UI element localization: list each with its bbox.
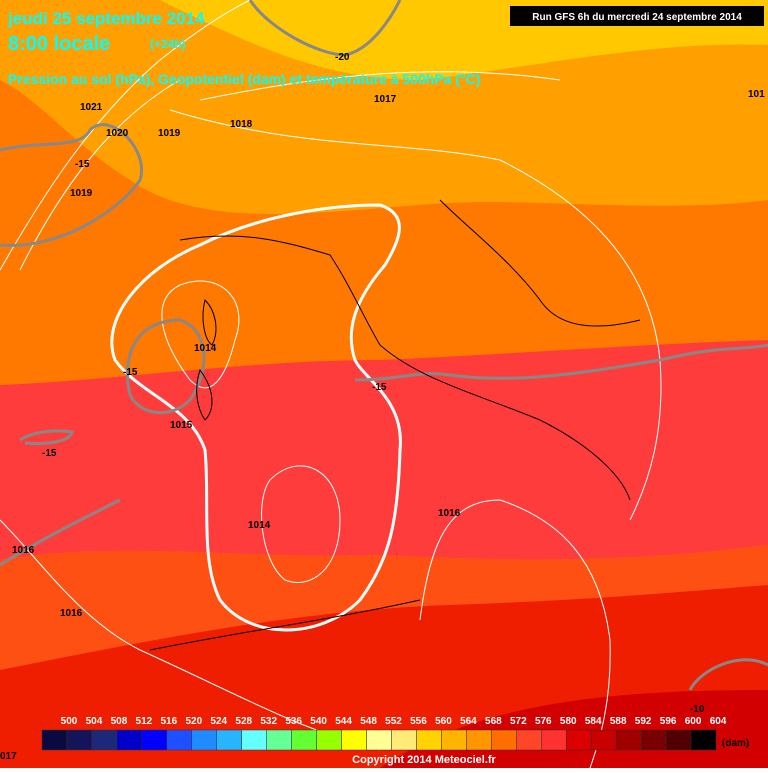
- legend-swatch: [191, 729, 217, 751]
- contour-label: -10: [690, 704, 705, 715]
- legend-label: 604: [710, 716, 727, 727]
- contour-label: 1021: [80, 102, 103, 113]
- offset: (+24h): [150, 37, 186, 51]
- legend-swatch: [366, 729, 392, 751]
- legend-label: 588: [610, 716, 627, 727]
- legend-label: 520: [185, 716, 202, 727]
- legend-label: 500: [61, 716, 78, 727]
- legend-label: 564: [460, 716, 477, 727]
- time: 8:00 locale: [8, 33, 110, 55]
- contour-label: 1015: [170, 420, 193, 431]
- legend-swatch: [615, 729, 642, 751]
- geopotential-contour: [110, 203, 402, 632]
- legend-swatch: [291, 729, 317, 751]
- legend-label: 524: [210, 716, 227, 727]
- legend-label: 580: [560, 716, 577, 727]
- legend-label: 600: [685, 716, 702, 727]
- legend-label: 572: [510, 716, 527, 727]
- legend-swatch: [316, 729, 342, 751]
- legend-label: 544: [335, 716, 352, 727]
- legend-label: 512: [136, 716, 153, 727]
- legend-label: 576: [535, 716, 552, 727]
- legend-swatch: [341, 729, 367, 751]
- legend-label: 568: [485, 716, 502, 727]
- temperature-isotherms: [0, 0, 768, 691]
- contour-label: 017: [0, 751, 17, 762]
- legend-swatch: [541, 729, 567, 751]
- legend-swatch: [690, 729, 717, 751]
- coastlines: [149, 199, 641, 651]
- contour-label: 1016: [60, 608, 83, 619]
- contour-labels: -20 1021 1020 1019 1018 1017 101 -15 1019 1014 -15…: [0, 52, 765, 762]
- legend-swatch: [565, 729, 592, 751]
- legend-label: 508: [111, 716, 128, 727]
- run-info: Run GFS 6h du mercredi 24 septembre 2014: [532, 12, 742, 23]
- title: jeudi 25 septembre 2014: [7, 9, 205, 28]
- legend-swatch: [66, 729, 93, 751]
- legend-label: 560: [435, 716, 452, 727]
- subtitle: Pression au sol (hPa), Geopotentiel (dam…: [8, 71, 480, 87]
- legend-unit: (dam): [722, 738, 749, 749]
- legend-swatch: [665, 729, 692, 751]
- legend-swatch: [166, 729, 193, 751]
- run-box: [510, 6, 764, 26]
- contour-label: 1019: [158, 128, 181, 139]
- legend-swatch: [391, 729, 417, 751]
- legend-swatch: [466, 729, 492, 751]
- contour-label: 1019: [70, 188, 93, 199]
- legend-label: 504: [86, 716, 103, 727]
- legend: 500 504 508 512 516 520 524 528 532 536 540 544 548 5…: [41, 716, 727, 751]
- copyright: Copyright 2014 Meteociel.fr: [352, 754, 496, 766]
- legend-label: 528: [235, 716, 252, 727]
- contour-label: 1016: [438, 508, 461, 519]
- legend-label: 516: [161, 716, 178, 727]
- legend-swatch: [640, 729, 667, 751]
- contour-label: -15: [75, 159, 90, 170]
- isobars: [0, 0, 662, 769]
- legend-swatch: [116, 729, 143, 751]
- legend-label: 536: [285, 716, 302, 727]
- legend-label: 592: [635, 716, 652, 727]
- legend-swatch: [216, 729, 242, 751]
- legend-swatch: [516, 729, 542, 751]
- contour-label: -15: [372, 382, 387, 393]
- contour-label: -15: [42, 448, 57, 459]
- legend-label: 532: [260, 716, 277, 727]
- contour-label: 101: [748, 89, 765, 100]
- contour-label: 1016: [12, 545, 35, 556]
- contour-label: -15: [123, 367, 138, 378]
- legend-swatch: [241, 729, 267, 751]
- contour-label: 1017: [374, 94, 397, 105]
- legend-swatch: [266, 729, 292, 751]
- contour-label: 1020: [106, 128, 129, 139]
- legend-label: 584: [585, 716, 602, 727]
- legend-label: 552: [385, 716, 402, 727]
- contour-label: 1014: [248, 520, 271, 531]
- legend-swatch: [91, 729, 118, 751]
- legend-label: 548: [360, 716, 377, 727]
- legend-swatch: [141, 729, 168, 751]
- contour-label: -20: [335, 52, 350, 63]
- legend-swatch: [441, 729, 467, 751]
- legend-label: 596: [660, 716, 677, 727]
- legend-swatch: [590, 729, 617, 751]
- legend-label: 540: [310, 716, 327, 727]
- legend-label: 556: [410, 716, 427, 727]
- legend-swatch: [416, 729, 442, 751]
- contour-label: 1014: [194, 343, 217, 354]
- contour-label: 1018: [230, 119, 253, 130]
- legend-swatch: [491, 729, 517, 751]
- legend-swatch: [41, 729, 68, 751]
